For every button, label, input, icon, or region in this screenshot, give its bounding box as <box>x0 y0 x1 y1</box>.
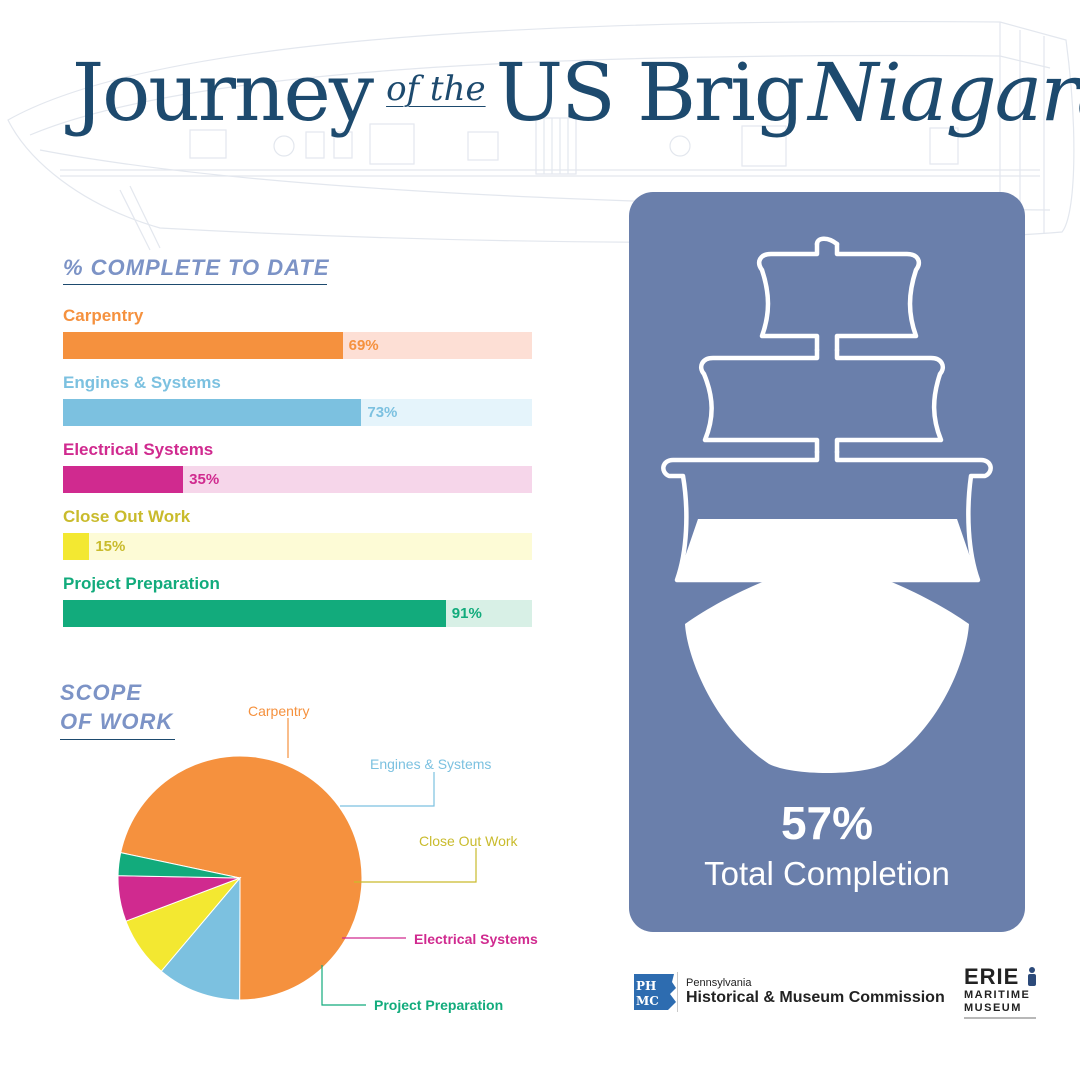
erie-logo-word: ERIE <box>964 964 1020 989</box>
title-niagara: Niagara <box>808 46 1080 139</box>
pie-callout-line-preparation <box>321 965 366 1006</box>
bar-fill-electrical <box>63 466 184 493</box>
erie-logo-maritime: MARITIME <box>964 989 1031 1001</box>
bar-value-carpentry: 69% <box>348 337 379 354</box>
pie-callout-line-engines <box>340 772 435 807</box>
erie-logo-museum: MUSEUM <box>964 1002 1022 1014</box>
pie-slice-carpentry <box>120 755 363 1001</box>
bar-value-preparation: 91% <box>451 605 482 622</box>
bar-label-carpentry: Carpentry <box>63 306 144 325</box>
bar-value-closeout: 15% <box>95 538 126 555</box>
total-completion-card: 57% Total Completion <box>629 192 1025 932</box>
ship-plan-background <box>7 20 1075 251</box>
bar-label-electrical: Electrical Systems <box>63 440 214 459</box>
phmc-state-text: Pennsylvania <box>686 977 752 989</box>
pie-label-electrical: Electrical Systems <box>414 931 538 947</box>
bar-track-preparation: 91% <box>63 600 532 627</box>
pie-label-carpentry: Carpentry <box>248 703 309 719</box>
phmc-name-text: Historical & Museum Commission <box>686 989 945 1006</box>
pie-slice-engines <box>160 876 241 1001</box>
pie-label-preparation: Project Preparation <box>374 997 503 1013</box>
total-completion-value: 57% <box>780 797 874 849</box>
bar-fill-carpentry <box>63 332 343 359</box>
scope-of-work-pie-chart: Carpentry Engines & Systems Close Out Work… <box>117 703 538 1013</box>
bar-fill-preparation <box>63 600 446 627</box>
pie-label-engines: Engines & Systems <box>370 756 491 772</box>
bar-label-engines: Engines & Systems <box>63 373 221 392</box>
logo-divider <box>677 972 678 1012</box>
pie-slice-preparation <box>117 852 241 879</box>
phmc-mark-top: PH <box>636 979 656 993</box>
bar-fill-closeout <box>63 533 90 560</box>
percent-complete-heading: % COMPLETE TO DATE <box>63 253 329 285</box>
erie-maritime-museum-logo: ERIE MARITIME MUSEUM <box>954 964 1038 1024</box>
bar-track-electrical: 35% <box>63 466 532 493</box>
bar-label-closeout: Close Out Work <box>63 507 191 526</box>
title-us-brig: US Brig <box>495 46 805 139</box>
bar-track-closeout: 15% <box>63 533 532 560</box>
sailing-ship-icon <box>661 236 993 773</box>
bar-value-electrical: 35% <box>189 471 220 488</box>
title-of-the: of the <box>386 69 486 109</box>
bar-track-carpentry: 69% <box>63 332 532 359</box>
erie-logo-fine-print <box>964 1017 1036 1019</box>
total-completion-label: Total Completion <box>704 855 950 892</box>
scope-of-work-heading: SCOPE OF WORK <box>60 678 175 740</box>
phmc-logo: PH MC <box>634 974 676 1010</box>
bar-fill-engines <box>63 399 362 426</box>
pie-callout-line-closeout <box>354 848 477 883</box>
bar-track-engines: 73% <box>63 399 532 426</box>
bar-value-engines: 73% <box>367 404 398 421</box>
phmc-mark-bottom: MC <box>636 994 659 1008</box>
ship-wheel-icon <box>1028 967 1036 986</box>
title-journey: Journey <box>72 46 374 139</box>
pie-label-closeout: Close Out Work <box>419 833 519 849</box>
bar-label-preparation: Project Preparation <box>63 574 220 593</box>
